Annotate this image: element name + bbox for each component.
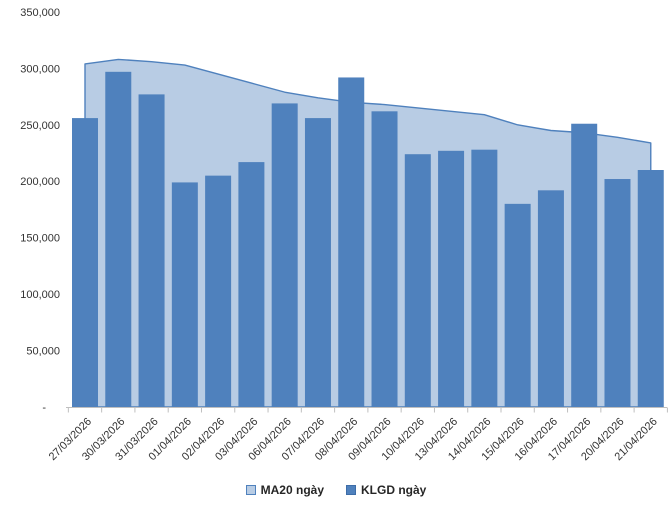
legend-item-klgd: KLGD ngày — [346, 483, 426, 497]
chart-legend: MA20 ngày KLGD ngày — [0, 478, 672, 502]
y-tick-label: 250,000 — [20, 120, 60, 132]
y-tick-label: 350,000 — [20, 7, 60, 19]
y-tick-label: 150,000 — [20, 233, 60, 245]
volume-bar — [537, 190, 564, 407]
y-tick-label: 100,000 — [20, 289, 60, 301]
volume-bar — [404, 154, 431, 407]
y-tick-label: 50,000 — [26, 346, 60, 358]
y-tick-label: 200,000 — [20, 176, 60, 188]
volume-bar — [105, 71, 132, 408]
volume-bar — [271, 103, 298, 408]
volume-bar — [471, 149, 498, 407]
volume-bar — [438, 150, 465, 408]
ma20-area — [84, 58, 652, 408]
volume-bar — [304, 118, 331, 407]
legend-swatch-klgd-icon — [346, 485, 356, 495]
volume-bar — [504, 203, 531, 407]
volume-bar — [604, 179, 631, 407]
y-tick-label: - — [42, 402, 46, 414]
chart-canvas: - 50,000 100,000 150,000 200,000 250,000 300,0… — [20, 7, 668, 463]
volume-bar — [338, 77, 365, 407]
volume-bar — [371, 111, 398, 408]
volume-bar — [171, 182, 198, 407]
volume-bar — [205, 175, 232, 407]
y-tick-label: 300,000 — [20, 63, 60, 75]
volume-bar — [571, 123, 598, 407]
legend-item-ma20: MA20 ngày — [245, 483, 324, 497]
volume-bar — [72, 118, 98, 407]
legend-label-klgd: KLGD ngày — [361, 483, 427, 497]
volume-bar — [138, 94, 165, 407]
legend-swatch-ma20-icon — [245, 485, 256, 495]
legend-label-ma20: MA20 ngày — [260, 483, 324, 497]
volume-bar — [238, 162, 265, 407]
volume-bar — [637, 170, 664, 407]
